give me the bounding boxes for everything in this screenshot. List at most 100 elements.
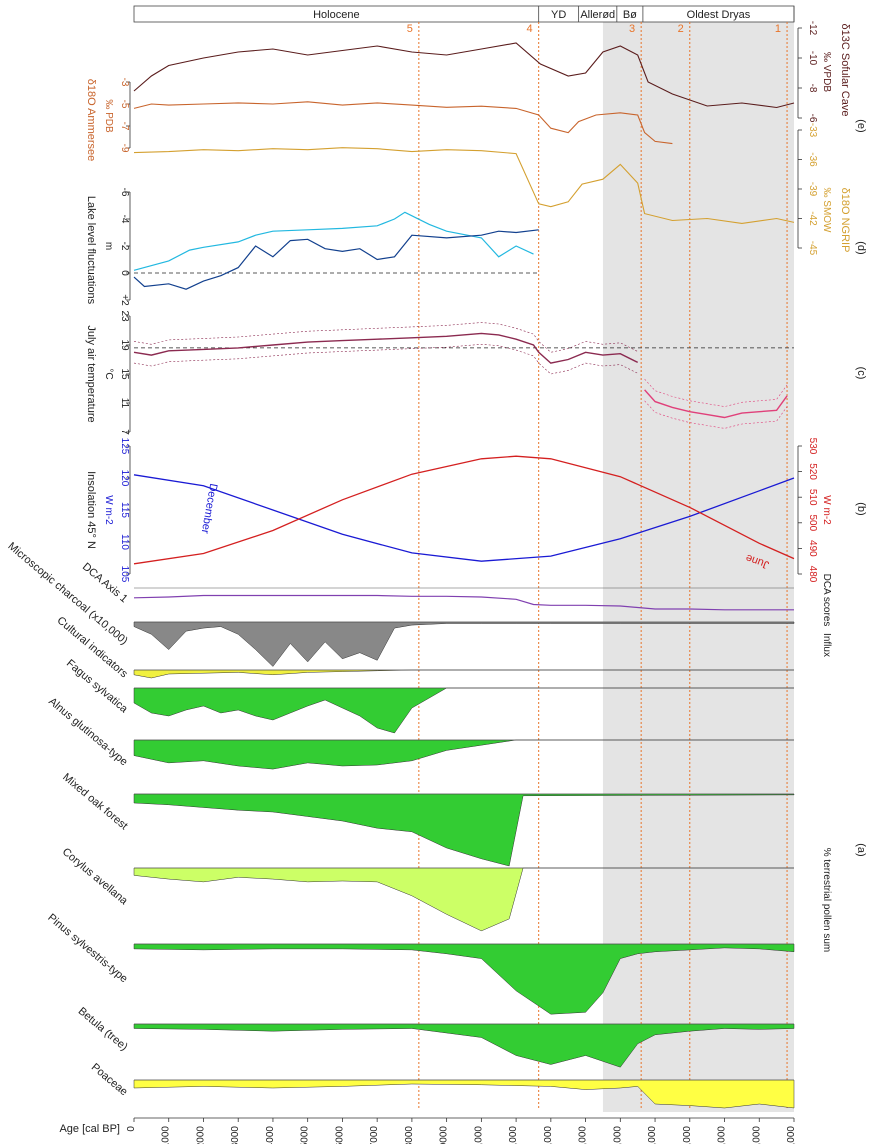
tick-label: -12	[807, 21, 818, 36]
pollen-area	[133, 1079, 795, 1109]
axis-unit: W m-2	[821, 495, 832, 525]
tick-label: 19	[119, 339, 130, 351]
panel-title: July air temperature	[85, 325, 97, 422]
lake-level-series	[133, 229, 539, 290]
tick-label: -7	[119, 122, 130, 131]
event-line-label: 2	[678, 23, 684, 35]
record-name: δ13C Sofular Cave	[839, 24, 851, 117]
tick-label: 13,000	[578, 1126, 589, 1144]
tick-label: -6	[119, 188, 130, 197]
axis-unit: °C	[103, 368, 114, 379]
tick-label: 14,000	[612, 1126, 623, 1144]
tick-label: 7	[119, 429, 130, 435]
axis-unit: m	[103, 242, 114, 250]
insolation-june-series	[133, 455, 795, 565]
tick-label: 19,000	[786, 1126, 797, 1144]
tick-label: -39	[807, 182, 818, 197]
temperature-error-band	[644, 400, 788, 429]
tick-label: 125	[119, 438, 130, 455]
tick-label: 17,000	[717, 1126, 728, 1144]
pollen-area	[133, 793, 795, 867]
tick-label: -45	[807, 241, 818, 256]
period-label: YD	[551, 9, 566, 21]
tick-label: 1000	[161, 1126, 172, 1144]
tick-label: 12,000	[543, 1126, 554, 1144]
tick-label: 0	[119, 270, 130, 276]
panel-title: Insolation 45° N	[85, 471, 97, 549]
tick-label: 0	[126, 1126, 137, 1132]
period-label: Holocene	[313, 9, 359, 21]
tick-label: 6000	[334, 1126, 345, 1144]
tick-label: -2	[119, 242, 130, 251]
tick-label: 520	[807, 463, 818, 480]
tick-label: -10	[807, 51, 818, 66]
panel-letter: (e)	[855, 119, 867, 132]
pollen-area	[133, 867, 794, 932]
tick-label: 530	[807, 438, 818, 455]
temperature-series	[133, 332, 639, 364]
tick-label: 15	[119, 368, 130, 380]
column-label: Corylus avellana	[60, 846, 131, 908]
event-line-label: 3	[629, 23, 635, 35]
tick-label: -33	[807, 123, 818, 138]
pollen-area	[133, 687, 794, 734]
axis-unit: ‰ PDB	[103, 99, 114, 133]
record-name: δ18O Ammersee	[85, 79, 97, 162]
event-line-label: 5	[407, 23, 413, 35]
pollen-area	[133, 1023, 795, 1068]
tick-label: 115	[119, 502, 130, 518]
column-label: Betula (tree)	[76, 1005, 130, 1053]
tick-label: 120	[119, 470, 130, 487]
isotope-series	[133, 147, 795, 224]
panel-letter: (c)	[855, 367, 867, 380]
record-name: δ18O NGRIP	[839, 188, 851, 253]
tick-label: -8	[807, 84, 818, 93]
event-line-label: 1	[775, 23, 781, 35]
tick-label: 490	[807, 540, 818, 557]
axis-unit: ‰ VPDB	[821, 52, 832, 92]
axis-unit: ‰ SMOW	[821, 188, 832, 234]
tick-label: -5	[119, 100, 130, 109]
panel-letter: (d)	[855, 241, 867, 254]
tick-label: 11	[119, 398, 130, 409]
tick-label: -3	[119, 78, 130, 87]
tick-label: 7000	[369, 1126, 380, 1144]
temperature-error-band	[644, 378, 788, 407]
tick-label: 18,000	[751, 1126, 762, 1144]
tick-label: 480	[807, 566, 818, 583]
tick-label: -9	[119, 144, 130, 153]
tick-label: 16,000	[682, 1126, 693, 1144]
tick-label: -4	[119, 215, 130, 224]
period-label: Allerød	[580, 9, 615, 21]
isotope-series	[133, 42, 795, 109]
dca-series	[133, 594, 794, 611]
tick-label: 10,000	[473, 1126, 484, 1144]
tick-label: 5000	[300, 1126, 311, 1144]
tick-label: 9000	[439, 1126, 450, 1144]
pollen-area	[133, 943, 795, 1015]
column-label: Mixed oak forest	[60, 771, 130, 832]
column-label: Pinus sylvestris-type	[45, 912, 130, 986]
axis-unit: Influx	[821, 633, 832, 657]
pollen-area	[133, 621, 795, 667]
insolation-december-series	[133, 474, 795, 562]
column-label: Poaceae	[89, 1061, 130, 1098]
lake-level-series	[133, 211, 534, 271]
tick-label: 11,000	[508, 1126, 519, 1144]
axis-unit: W m-2	[103, 495, 114, 525]
tick-label: 510	[807, 489, 818, 506]
tick-label: 15,000	[647, 1126, 658, 1144]
tick-label: +2	[119, 294, 130, 306]
tick-label: 105	[119, 566, 130, 583]
axis-title: Age [cal BP]	[59, 1123, 120, 1135]
event-line-label: 4	[527, 23, 533, 35]
isotope-series	[133, 101, 673, 145]
tick-label: 8000	[404, 1126, 415, 1144]
axis-unit: DCA scores	[821, 574, 832, 627]
panel-letter: (a)	[855, 843, 867, 856]
series-label: December	[199, 482, 220, 534]
tick-label: 23	[119, 310, 130, 322]
tick-label: 2000	[195, 1126, 206, 1144]
temperature-series	[644, 389, 788, 419]
